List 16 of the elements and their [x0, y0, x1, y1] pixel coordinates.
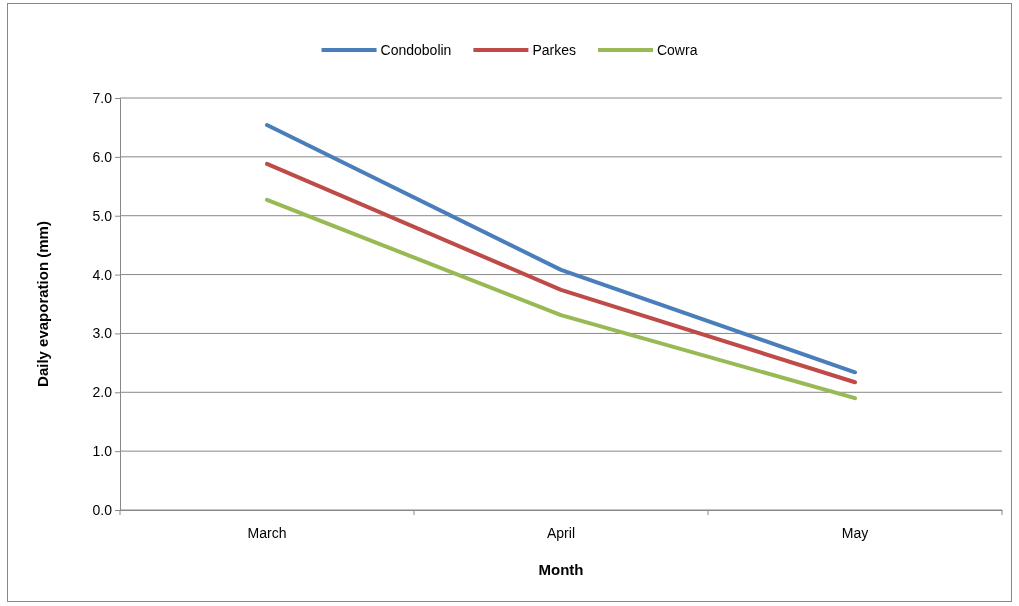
y-tick-label: 4.0 [92, 266, 113, 283]
y-tick-label: 1.0 [92, 443, 113, 460]
y-tick-label: 2.0 [92, 384, 113, 401]
y-tick-label: 7.0 [92, 89, 113, 106]
y-axis-title: Daily evaporation (mm) [34, 221, 51, 387]
legend-label: Condobolin [380, 42, 452, 58]
y-tick-label: 6.0 [92, 148, 113, 165]
legend-label: Parkes [532, 42, 576, 58]
y-tick-label: 3.0 [92, 325, 113, 342]
y-tick-label: 5.0 [92, 207, 113, 224]
x-axis-title: Month [538, 561, 584, 578]
legend-label: Cowra [656, 42, 698, 58]
x-tick-label: April [546, 524, 576, 541]
x-tick-label: March [247, 524, 287, 541]
y-tick-label: 0.0 [92, 501, 113, 518]
x-tick-label: May [841, 524, 869, 541]
